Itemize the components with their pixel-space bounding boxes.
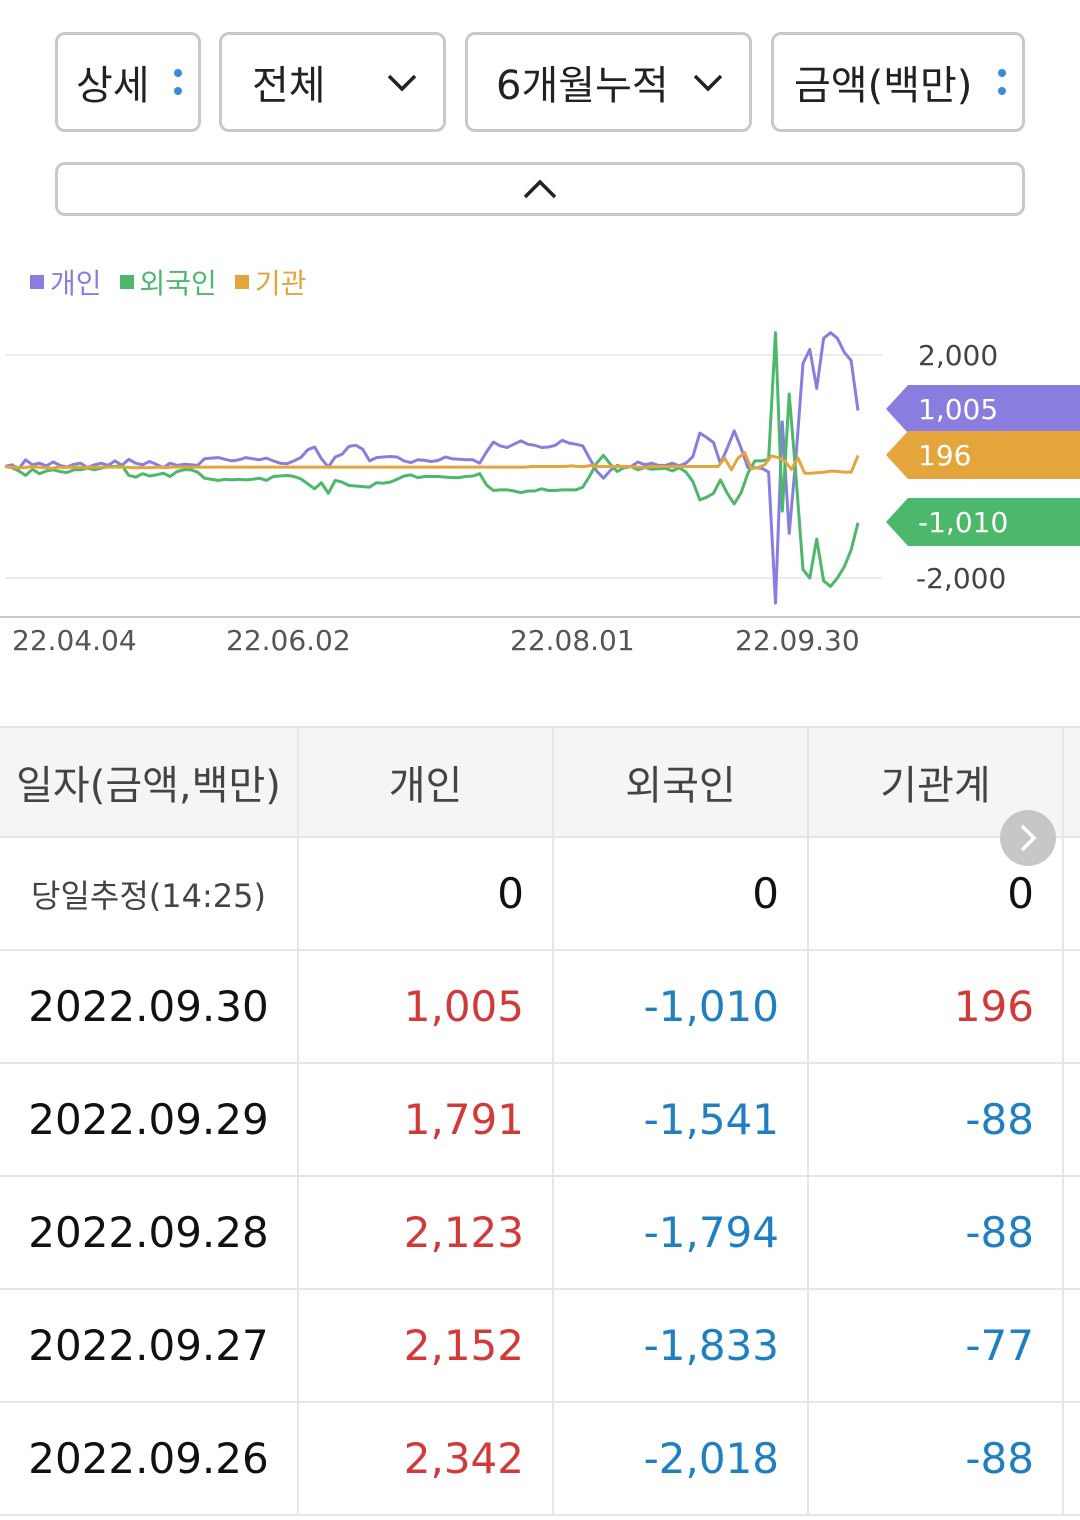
value-tag: -1,010 (886, 498, 1080, 546)
row-institution: -88 (809, 1403, 1064, 1514)
collapse-toggle-button[interactable] (55, 162, 1025, 216)
legend-label: 기관 (254, 267, 307, 300)
value-tag-label: 1,005 (918, 393, 998, 426)
table-row[interactable]: 2022.09.29 1,791 -1,541 -88 (0, 1064, 1080, 1177)
row-institution: -77 (809, 1290, 1064, 1401)
table-row[interactable]: 2022.09.26 2,342 -2,018 -88 (0, 1403, 1080, 1516)
table-row[interactable]: 2022.09.30 1,005 -1,010 196 (0, 951, 1080, 1064)
x-tick-label: 22.04.04 (12, 624, 137, 657)
period-dropdown[interactable]: 6개월누적 (465, 32, 752, 132)
header-date: 일자(금액,백만) (0, 728, 299, 836)
legend-item-foreign: 외국인 (119, 262, 217, 302)
row-foreign: -1,541 (554, 1064, 809, 1175)
table-row[interactable]: 2022.09.28 2,123 -1,794 -88 (0, 1177, 1080, 1290)
value-tag-shape (886, 385, 1080, 433)
unit-filter-label: 금액(백만) (794, 63, 973, 109)
detail-filter-label: 상세 (76, 63, 150, 109)
series-line-personal (4, 331, 860, 605)
row-institution: -88 (809, 1064, 1064, 1175)
header-personal: 개인 (299, 728, 554, 836)
legend-swatch-foreign (119, 275, 134, 289)
investor-table: 일자(금액,백만) 개인 외국인 기관계 당일추정(14:25) 0 0 0 2022.… (0, 726, 1080, 1516)
row-foreign: -1,833 (554, 1290, 809, 1401)
chevron-down-icon (693, 74, 723, 92)
header-institution: 기관계 (809, 728, 1064, 836)
row-date: 2022.09.29 (0, 1064, 299, 1175)
row-personal: 2,152 (299, 1290, 554, 1401)
legend-label: 외국인 (139, 267, 217, 300)
row-date: 당일추정(14:25) (0, 838, 299, 949)
row-institution: -88 (809, 1177, 1064, 1288)
series-line-foreign (4, 331, 860, 588)
unit-filter-button[interactable]: 금액(백만) (771, 32, 1025, 132)
legend-item-institution: 기관 (234, 262, 307, 302)
row-foreign: -1,794 (554, 1177, 809, 1288)
row-date: 2022.09.30 (0, 951, 299, 1062)
row-personal: 2,342 (299, 1403, 554, 1514)
legend-label: 개인 (50, 267, 102, 300)
row-foreign: 0 (554, 838, 809, 949)
row-personal: 2,123 (299, 1177, 554, 1288)
legend-item-personal: 개인 (30, 262, 102, 302)
row-personal: 1,791 (299, 1064, 554, 1175)
row-personal: 1,005 (299, 951, 554, 1062)
series-line-institution (4, 451, 860, 475)
more-dots-icon (174, 69, 182, 95)
table-row[interactable]: 2022.09.27 2,152 -1,833 -77 (0, 1290, 1080, 1403)
investor-trend-chart: 1,005 196 -1,010 2,000 -2,000 22.04.04 22.… (0, 331, 1080, 657)
y-tick-label: 2,000 (918, 339, 998, 372)
row-personal: 0 (299, 838, 554, 949)
detail-filter-button[interactable]: 상세 (55, 32, 201, 132)
value-tag-label: 196 (918, 439, 971, 472)
y-tick-label: -2,000 (916, 562, 1006, 595)
value-tag: 1,005 (886, 385, 1080, 433)
chevron-down-icon (387, 74, 417, 92)
value-tag-label: -1,010 (918, 506, 1008, 539)
period-dropdown-label: 6개월누적 (496, 63, 669, 109)
value-tag-shape (886, 498, 1080, 546)
header-foreign: 외국인 (554, 728, 809, 836)
x-tick-label: 22.06.02 (226, 624, 351, 657)
row-foreign: -2,018 (554, 1403, 809, 1514)
legend-swatch-personal (30, 275, 44, 289)
row-date: 2022.09.28 (0, 1177, 299, 1288)
row-date: 2022.09.26 (0, 1403, 299, 1514)
table-header: 일자(금액,백만) 개인 외국인 기관계 (0, 726, 1080, 838)
more-dots-icon (998, 69, 1006, 95)
legend-swatch-institution (234, 275, 249, 289)
chart-legend: 개인 외국인 기관 (30, 262, 306, 302)
scope-dropdown[interactable]: 전체 (219, 32, 446, 132)
row-institution: 0 (809, 838, 1064, 949)
value-tag-shape (886, 431, 1080, 479)
scope-dropdown-label: 전체 (252, 63, 326, 109)
value-tag: 196 (886, 431, 1080, 479)
row-institution: 196 (809, 951, 1064, 1062)
table-row[interactable]: 당일추정(14:25) 0 0 0 (0, 838, 1080, 951)
row-foreign: -1,010 (554, 951, 809, 1062)
chevron-right-icon (1020, 824, 1037, 852)
chevron-up-icon (523, 179, 557, 199)
row-date: 2022.09.27 (0, 1290, 299, 1401)
x-tick-label: 22.09.30 (735, 624, 860, 657)
filter-bar: 상세 전체 6개월누적 금액(백만) (55, 32, 1025, 132)
scroll-right-button[interactable] (1000, 810, 1056, 866)
x-tick-label: 22.08.01 (510, 624, 635, 657)
